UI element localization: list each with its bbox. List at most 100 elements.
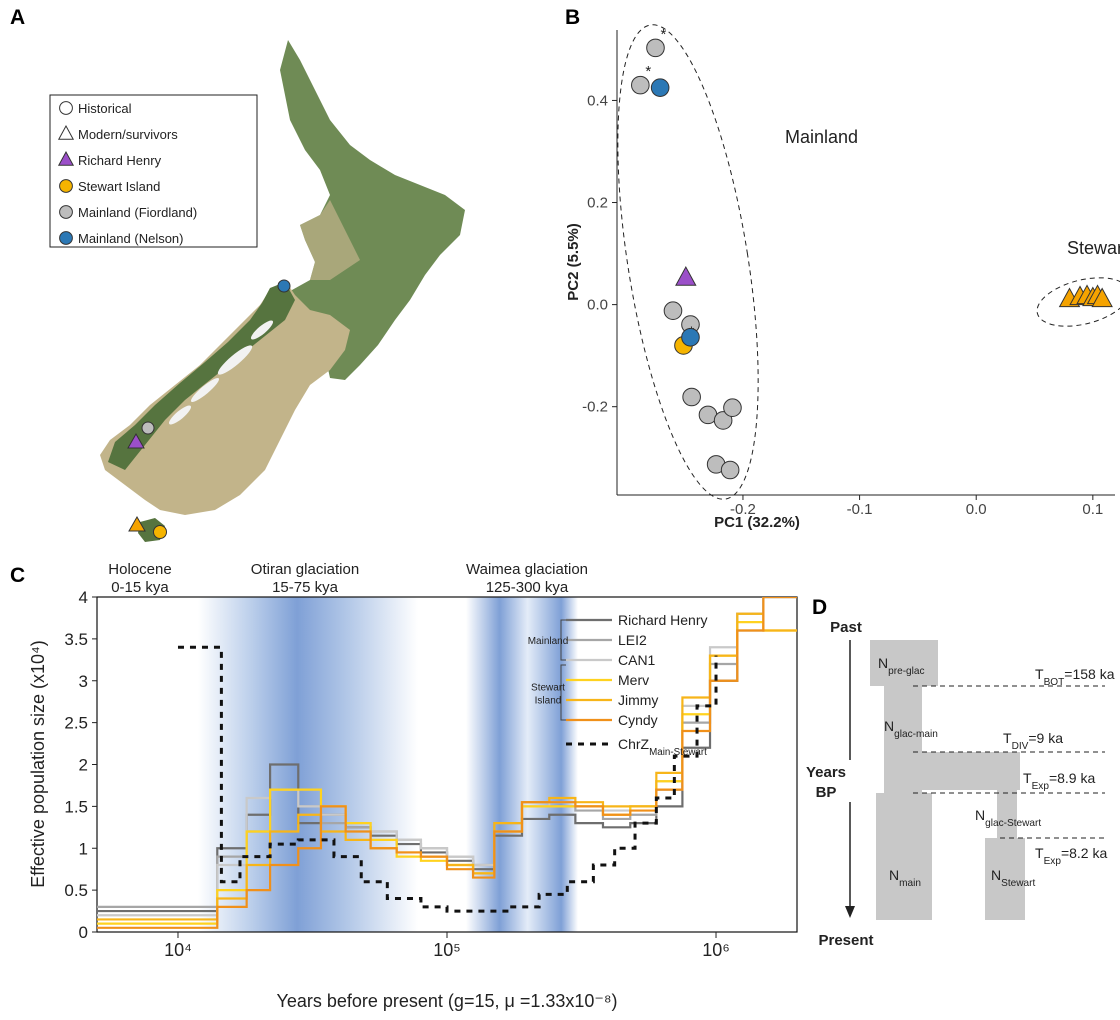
panel-label: A (10, 6, 25, 29)
y-tick-label: -0.2 (582, 399, 608, 416)
legend-label: Jimmy (618, 692, 658, 708)
point (650, 78, 670, 97)
y-tick-label: 0.5 (64, 881, 88, 900)
event-label-base: T (1035, 666, 1044, 682)
point (675, 266, 697, 286)
legend-name: Cyndy (618, 712, 658, 728)
y-tick-label: 1 (79, 839, 88, 858)
map-marker-stewart-historical (153, 525, 167, 539)
period-name: Otiran glaciation (251, 561, 359, 578)
x-axis-label: PC1 (32.2%) (714, 514, 800, 531)
event-label-suffix: =9 ka (1028, 730, 1063, 746)
series-line (97, 597, 797, 929)
population-label-sub: pre-glac (888, 666, 924, 677)
map-legend-box (49, 94, 258, 248)
time-middle: BP (816, 784, 837, 801)
population-label-base: N (991, 867, 1001, 883)
legend-label: Mainland (Fiordland) (78, 205, 197, 220)
legend-label: ChrZMain-Stewart (618, 736, 707, 758)
north-island-lowland (300, 200, 360, 280)
point (723, 398, 742, 418)
x-tick-label: 0.0 (966, 501, 987, 518)
map-marker-fiordland (141, 421, 155, 435)
annotation: Mainland (785, 127, 858, 147)
point (646, 38, 665, 58)
legend-label: Merv (618, 672, 649, 688)
point-label: * (645, 63, 651, 80)
south-island-forest (108, 282, 295, 470)
time-middle: Years (806, 764, 846, 781)
legend-subscript: Main-Stewart (649, 747, 707, 758)
event-label: TBOT=158 ka (1035, 666, 1115, 688)
model-event-lines (913, 685, 1105, 839)
x-tick-label: 10⁶ (702, 940, 729, 960)
y-tick-label: 2 (79, 756, 88, 775)
population-label: NStewart (991, 867, 1035, 889)
panel-label: C (10, 564, 25, 587)
population-label: Nmain (889, 867, 921, 889)
population-label-base: N (889, 867, 899, 883)
panel-label: D (812, 596, 827, 619)
time-bottom: Present (818, 932, 873, 949)
legend-label: Cyndy (618, 712, 658, 728)
legend-label: Stewart Island (78, 179, 160, 194)
otiran-band (198, 597, 418, 932)
model-shapes (870, 640, 1025, 920)
period-name: Holocene (108, 561, 171, 578)
y-axis-label: Effective population size (x10⁴) (28, 640, 48, 888)
legend-name: CAN1 (618, 652, 656, 668)
population-label-base: N (878, 655, 888, 671)
map (49, 40, 465, 542)
event-label-sub: BOT (1044, 677, 1065, 688)
y-tick-label: 0 (79, 923, 88, 942)
legend-group-label: Stewart (531, 683, 565, 694)
period-range: 15-75 kya (272, 579, 339, 596)
map-marker-richard-henry (127, 432, 145, 449)
population-label-base: N (975, 807, 985, 823)
series-lines (97, 597, 797, 929)
annotation: Stewart Island (1067, 238, 1120, 258)
population-label-sub: Stewart (1001, 878, 1035, 889)
legend-name: ChrZ (618, 736, 650, 752)
legend-marker (59, 231, 73, 245)
event-label: TExp=8.9 ka (1023, 770, 1095, 792)
event-label-base: T (1023, 770, 1032, 786)
y-tick-label: 2.5 (64, 714, 88, 733)
mainland-ellipse (617, 24, 759, 500)
x-tick-label: 10⁴ (164, 940, 192, 960)
legend-label: Richard Henry (618, 612, 707, 628)
legend-marker (57, 124, 75, 140)
legend-label: Modern/survivors (78, 127, 178, 142)
map-marker-nelson (277, 279, 291, 293)
legend-bracket (560, 664, 566, 721)
population-label-sub: glac-main (894, 729, 938, 740)
event-label-sub: Exp (1032, 781, 1050, 792)
y-tick-label: 4 (79, 588, 88, 607)
legend-label: LEI2 (618, 632, 647, 648)
population-label: Nglac-main (884, 718, 938, 740)
series-line (177, 645, 718, 913)
waimea-band (466, 597, 578, 932)
point (682, 387, 701, 407)
event-label-sub: Exp (1044, 856, 1062, 867)
time-top: Past (830, 619, 862, 636)
y-tick-label: 0.2 (587, 195, 608, 212)
legend-marker (59, 101, 73, 115)
y-tick-label: 0.0 (587, 297, 608, 314)
event-label-base: T (1035, 845, 1044, 861)
y-tick-label: 0.4 (587, 92, 608, 109)
point (631, 75, 650, 95)
legend-label: Mainland (Nelson) (78, 231, 184, 246)
stewart-ellipse (1036, 277, 1120, 327)
x-tick-label: -0.2 (730, 501, 756, 518)
event-label: TDIV=9 ka (1003, 730, 1063, 752)
population-label-base: N (884, 718, 894, 734)
legend-label: CAN1 (618, 652, 656, 668)
period-range: 125-300 kya (486, 579, 569, 596)
time-arrowhead (845, 906, 855, 918)
south-island (100, 280, 350, 515)
point (663, 301, 683, 321)
y-tick-label: 1.5 (64, 797, 88, 816)
legend-marker (59, 205, 73, 219)
